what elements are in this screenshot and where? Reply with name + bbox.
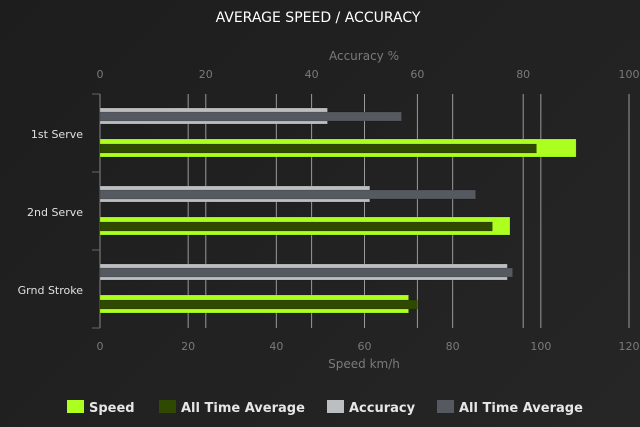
bottom-tick-label: 20 (181, 340, 195, 353)
speed-average-bar (99, 143, 537, 154)
bottom-tick-label: 120 (619, 340, 640, 353)
top-tick-label: 40 (305, 68, 319, 81)
legend-swatch (159, 400, 176, 413)
top-axis-label: Accuracy % (329, 49, 399, 63)
bottom-tick-label: 0 (97, 340, 104, 353)
legend-label: Accuracy (349, 401, 416, 416)
chart-title: AVERAGE SPEED / ACCURACY (216, 10, 421, 26)
top-tick-label: 60 (410, 68, 424, 81)
accuracy-average-bar (99, 189, 476, 200)
legend-swatch (437, 400, 454, 413)
legend-swatch (327, 400, 344, 413)
top-tick-label: 20 (199, 68, 213, 81)
legend-label: All Time Average (459, 401, 583, 416)
top-tick-label: 0 (97, 68, 104, 81)
bottom-tick-label: 80 (446, 340, 460, 353)
bottom-tick-label: 40 (269, 340, 283, 353)
bottom-tick-label: 60 (358, 340, 372, 353)
category-label: Grnd Stroke (18, 284, 84, 297)
accuracy-average-bar (99, 111, 402, 122)
category-label: 2nd Serve (27, 206, 83, 219)
top-tick-label: 100 (619, 68, 640, 81)
top-tick-label: 80 (516, 68, 530, 81)
legend-swatch (67, 400, 84, 413)
category-label: 1st Serve (31, 128, 83, 141)
bottom-tick-label: 100 (530, 340, 551, 353)
legend-label: All Time Average (181, 401, 305, 416)
legend-label: Speed (89, 401, 135, 416)
bottom-axis-label: Speed km/h (328, 357, 400, 371)
accuracy-average-bar (99, 267, 513, 278)
speed-average-bar (99, 221, 493, 232)
speed-average-bar (99, 299, 418, 310)
